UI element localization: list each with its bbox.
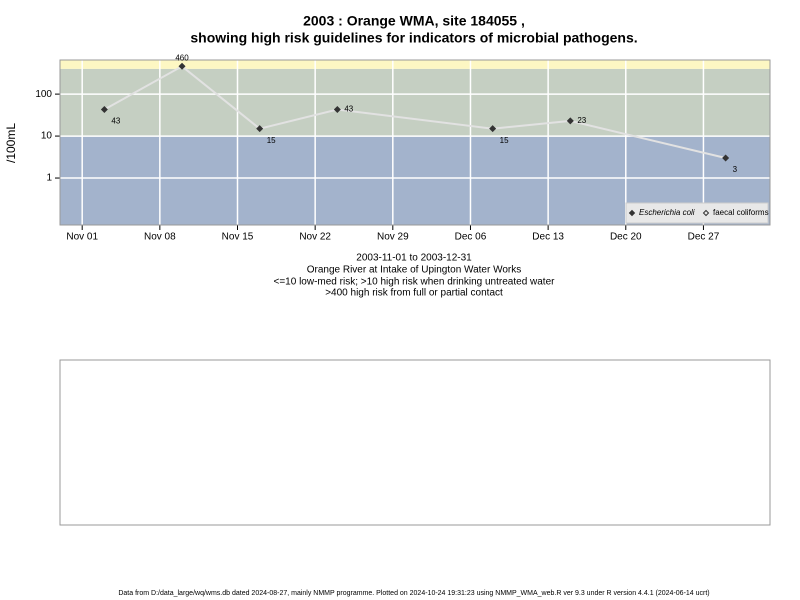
risk-band: [60, 68, 770, 137]
legend-label: Escherichia coli: [639, 208, 695, 217]
plot-frame: [59, 59, 771, 226]
legend: Escherichia coli faecal coliforms: [625, 202, 769, 224]
data-label: 460: [175, 53, 189, 62]
data-label: 43: [344, 105, 353, 114]
x-tick-label: Dec 06: [455, 232, 487, 243]
legend-box: [625, 202, 769, 224]
note: 2003-11-01 to 2003-12-31: [356, 253, 472, 264]
data-point: [333, 105, 341, 113]
x-tick-label: Dec 20: [610, 232, 642, 243]
data-point: [178, 62, 186, 70]
x-tick-label: Nov 15: [222, 232, 254, 243]
x-tick-label: Nov 01: [66, 232, 98, 243]
data-label: 15: [267, 136, 276, 145]
data-point: [256, 125, 264, 133]
legend-label: faecal coliforms: [713, 208, 769, 217]
x-tick-label: Nov 29: [377, 232, 409, 243]
data-point: [722, 154, 730, 162]
y-tick-label: 10: [41, 131, 53, 142]
data-label: 23: [577, 116, 586, 125]
data-label: 3: [733, 165, 738, 174]
y-tick-label: 100: [35, 89, 52, 100]
empty-panel: [59, 359, 771, 526]
note: <=10 low-med risk; >10 high risk when dr…: [274, 277, 556, 288]
data-point: [489, 125, 497, 133]
risk-band: [60, 60, 770, 69]
data-label: 43: [111, 117, 120, 126]
chart-title: showing high risk guidelines for indicat…: [190, 30, 637, 46]
x-tick-label: Dec 27: [688, 232, 720, 243]
data-label: 15: [500, 136, 509, 145]
data-point: [100, 105, 108, 113]
data-point: [566, 117, 574, 125]
legend-symbol: [702, 209, 710, 217]
note: Orange River at Intake of Upington Water…: [307, 265, 522, 276]
legend-symbol: [628, 209, 636, 217]
y-axis-label: /100mL: [4, 123, 18, 163]
footer: Data from D:/data_large/wq/wms.db dated …: [118, 590, 709, 597]
note: >400 high risk from full or partial cont…: [325, 288, 503, 299]
x-tick-label: Dec 13: [532, 232, 564, 243]
x-tick-label: Nov 22: [299, 232, 331, 243]
x-tick-label: Nov 08: [144, 232, 176, 243]
chart-title: 2003 : Orange WMA, site 184055 ,: [303, 13, 525, 29]
y-tick-label: 1: [46, 173, 52, 184]
